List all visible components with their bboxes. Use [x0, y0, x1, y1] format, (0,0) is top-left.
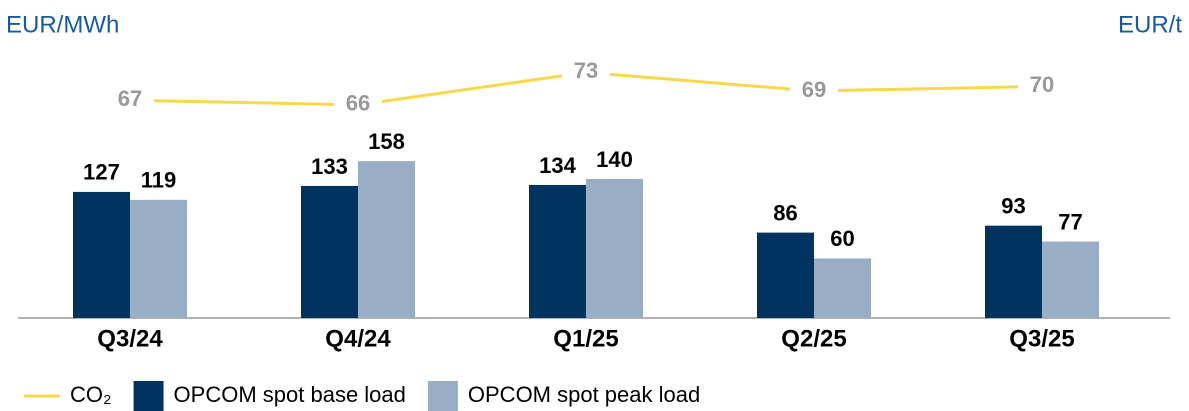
- x-tick-label: Q2/25: [781, 325, 846, 352]
- legend-swatch: [133, 381, 164, 411]
- data-label: 60: [830, 226, 854, 251]
- data-label: 119: [141, 168, 177, 193]
- data-label: 77: [1058, 209, 1082, 234]
- data-label: 93: [1001, 193, 1025, 218]
- data-label: 66: [346, 91, 370, 116]
- legend-label: CO₂: [70, 382, 112, 407]
- data-label: 69: [802, 77, 826, 102]
- x-tick-label: Q3/24: [97, 325, 163, 352]
- bar: [814, 258, 871, 318]
- legend-label: OPCOM spot peak load: [468, 382, 700, 407]
- x-tick-label: Q4/24: [325, 325, 391, 352]
- data-label: 133: [311, 154, 348, 179]
- data-label: 86: [773, 200, 797, 225]
- bar: [586, 179, 643, 318]
- x-tick-label: Q3/25: [1009, 325, 1074, 352]
- legend-swatch: [427, 381, 458, 411]
- bar: [301, 185, 358, 318]
- bar: [130, 199, 187, 318]
- data-label: 140: [596, 147, 633, 172]
- bar: [1042, 241, 1099, 318]
- data-label: 158: [368, 129, 405, 154]
- y-axis-label: EUR/MWh: [6, 11, 119, 38]
- x-tick-label: Q1/25: [553, 325, 618, 352]
- data-label: 70: [1030, 72, 1054, 97]
- y2-axis-label: EUR/t: [1118, 11, 1182, 38]
- label-bg: [562, 58, 610, 87]
- bar: [985, 225, 1042, 318]
- data-label: 134: [539, 153, 576, 178]
- data-label: 127: [83, 160, 120, 185]
- label-bg: [790, 76, 838, 105]
- bar: [529, 184, 586, 318]
- data-label: 73: [574, 58, 598, 83]
- bar: [757, 232, 814, 318]
- label-bg: [334, 90, 382, 119]
- data-label: 67: [118, 86, 142, 111]
- bar: [73, 191, 130, 318]
- label-bg: [1018, 72, 1066, 101]
- bar: [358, 161, 415, 318]
- legend-label: OPCOM spot base load: [174, 382, 406, 407]
- label-bg: [106, 86, 154, 115]
